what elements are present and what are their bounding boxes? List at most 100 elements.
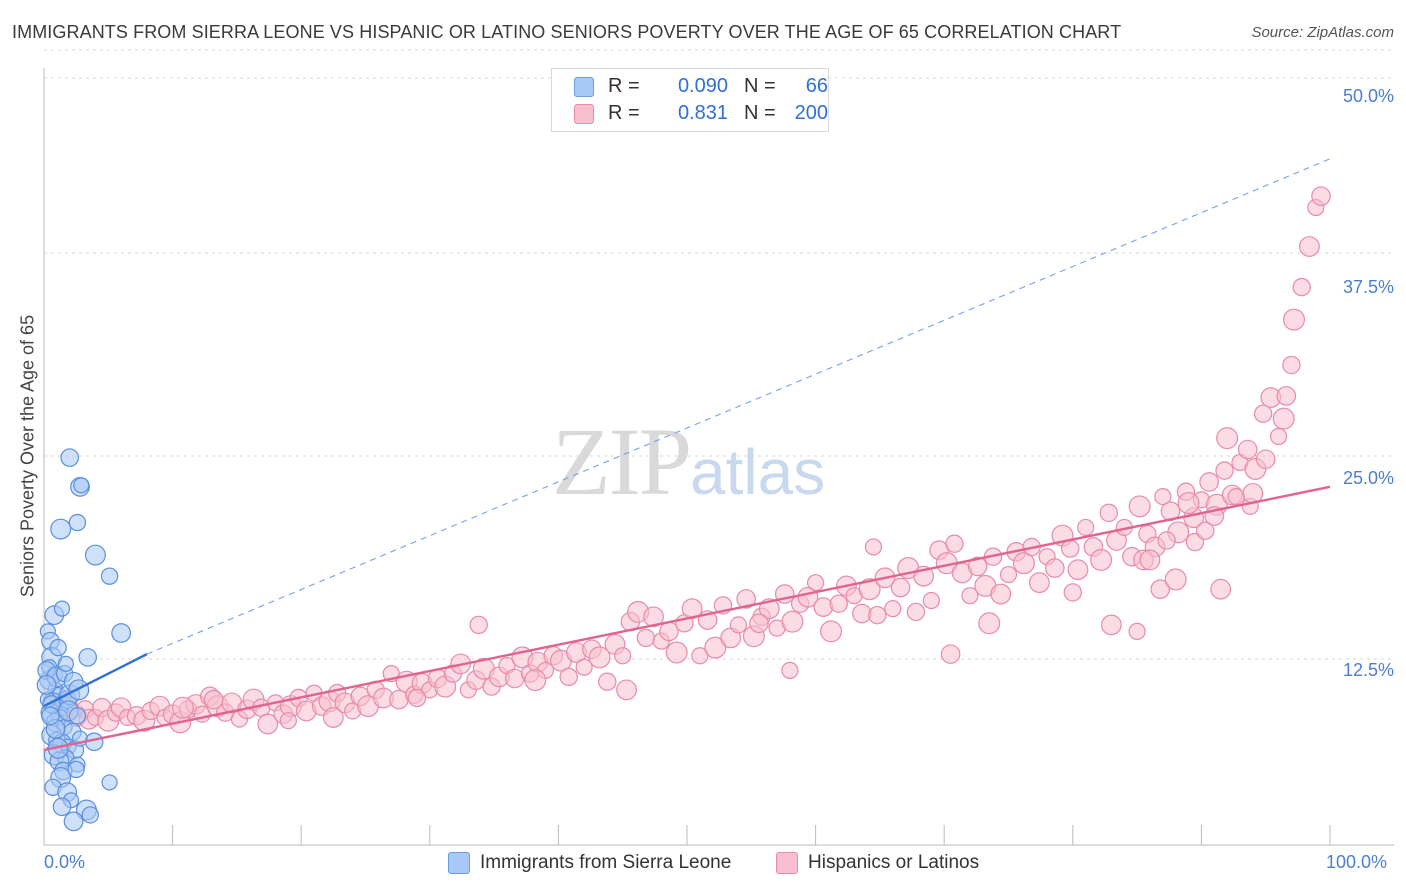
legend-r-value: 0.831 — [677, 102, 728, 124]
hispanic-point — [1282, 355, 1301, 375]
hispanic-point — [1128, 622, 1146, 640]
hispanic-point — [614, 647, 632, 665]
bottom-legend-swatch-pink — [776, 852, 798, 874]
hispanic-point — [1253, 404, 1273, 423]
trend-lines — [43, 158, 1331, 752]
sierra-leone-point — [101, 774, 118, 791]
hispanic-points — [54, 186, 1331, 735]
gridlines — [44, 49, 1394, 660]
hispanic-point — [279, 712, 297, 730]
hispanic-point — [1028, 572, 1050, 594]
sierra-leone-point — [78, 648, 98, 667]
hispanic-point — [1216, 427, 1239, 450]
watermark: ZIPatlas — [552, 406, 825, 517]
hispanic-point — [704, 636, 727, 659]
legend-n-label: N = — [744, 75, 776, 97]
hispanic-point — [1139, 549, 1161, 571]
sierra-leone-point — [49, 638, 67, 657]
hispanic-point — [1269, 427, 1288, 446]
hispanic-point — [781, 661, 799, 679]
legend-n-value: 66 — [805, 75, 828, 97]
hispanic-point — [945, 534, 964, 553]
hispanic-point — [1276, 386, 1297, 406]
hispanic-point — [940, 644, 961, 664]
hispanic-point — [1215, 461, 1234, 480]
hispanic-point — [990, 583, 1012, 605]
hispanic-point — [999, 565, 1018, 584]
bottom-legend-swatch-blue — [448, 852, 470, 874]
hispanic-point — [820, 620, 843, 643]
hispanic-point — [1100, 614, 1122, 636]
sierra-leone-point — [52, 797, 72, 817]
hispanic-point — [922, 591, 940, 610]
y-tick-label: 37.5% — [1342, 277, 1394, 297]
hispanic-point — [1237, 439, 1258, 460]
hispanic-point — [858, 578, 881, 601]
chart-title: IMMIGRANTS FROM SIERRA LEONE VS HISPANIC… — [12, 22, 1122, 42]
hispanic-point — [884, 600, 902, 618]
y-tick-label: 50.0% — [1342, 86, 1394, 106]
x-tick-label-max: 100.0% — [1326, 852, 1388, 872]
hispanic-point — [407, 688, 427, 708]
sierra-leone-point — [57, 655, 74, 672]
hispanic-point — [813, 597, 834, 617]
hispanic-point — [1292, 277, 1311, 297]
legend-r-label: R = — [608, 102, 640, 124]
hispanic-point — [691, 647, 709, 665]
hispanic-point — [1044, 558, 1065, 578]
legend-n-value: 200 — [794, 102, 828, 124]
hispanic-point — [665, 641, 688, 664]
hispanic-point — [1067, 559, 1089, 581]
hispanic-point — [729, 616, 748, 634]
sierra-leone-point — [81, 806, 99, 824]
hispanic-point — [1199, 472, 1219, 492]
hispanic-point — [1090, 548, 1113, 571]
sierra-leone-point — [100, 567, 119, 585]
hispanic-point — [967, 556, 988, 577]
hispanic-point — [1185, 532, 1205, 552]
hispanic-point — [1157, 531, 1176, 550]
sierra-leone-trend-dashed — [146, 158, 1331, 655]
sierra-leone-point — [73, 477, 90, 494]
correlation-legend: R = 0.090 N = 66 R = 0.831 N = 200 — [551, 68, 829, 132]
hispanic-point — [736, 589, 756, 609]
hispanic-point — [1299, 236, 1320, 257]
watermark-zip: ZIP — [552, 408, 692, 515]
legend-n-label: N = — [744, 102, 776, 124]
hispanic-point — [1012, 552, 1035, 575]
sierra-leone-point — [36, 675, 57, 695]
hispanic-point — [1210, 578, 1232, 600]
y-tick-label: 12.5% — [1342, 660, 1394, 680]
hispanic-point — [643, 606, 664, 628]
hispanic-point — [469, 615, 488, 635]
hispanic-point — [868, 605, 887, 625]
hispanic-point — [1272, 407, 1295, 430]
legend-swatch-blue — [574, 77, 594, 97]
hispanic-point — [890, 577, 911, 598]
hispanic-point — [906, 602, 926, 622]
sierra-leone-point — [67, 760, 85, 779]
hispanic-point — [1196, 521, 1215, 540]
hispanic-point — [864, 538, 883, 556]
y-axis-label: Seniors Poverty Over the Age of 65 — [17, 314, 38, 598]
hispanic-point — [1128, 495, 1151, 518]
hispanic-point — [616, 679, 637, 701]
source-label: Source: ZipAtlas.com — [1251, 24, 1394, 41]
hispanic-point — [749, 613, 769, 634]
sierra-leone-point — [41, 706, 60, 726]
hispanic-point — [1282, 308, 1305, 331]
hispanic-point — [1061, 539, 1080, 558]
hispanic-point — [1227, 488, 1245, 506]
hispanic-point — [575, 658, 593, 676]
bottom-legend-label: Immigrants from Sierra Leone — [480, 852, 732, 873]
sierra-leone-point — [63, 811, 84, 832]
hispanic-point — [203, 689, 224, 710]
sierra-leone-point — [68, 513, 87, 532]
sierra-leone-point — [68, 707, 87, 725]
x-tick-label-min: 0.0% — [44, 852, 86, 872]
hispanic-point — [1150, 579, 1171, 599]
legend-swatch-pink — [574, 104, 594, 124]
hispanic-point — [1311, 186, 1331, 206]
hispanic-point — [1177, 492, 1200, 515]
